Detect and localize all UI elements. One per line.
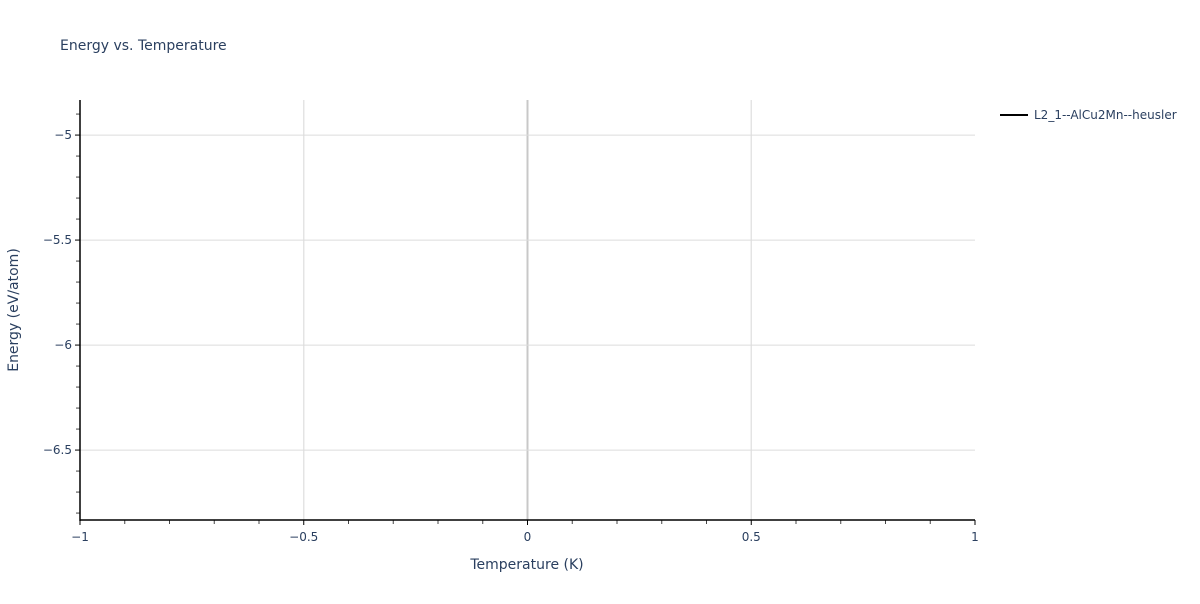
y-tick-label: −5 — [54, 128, 72, 142]
legend-item-label[interactable]: L2_1--AlCu2Mn--heusler — [1034, 108, 1177, 122]
x-tick-label: 0 — [524, 530, 532, 544]
chart-title: Energy vs. Temperature — [60, 38, 227, 54]
x-tick-label: 1 — [971, 530, 979, 544]
y-tick-label: −6.5 — [43, 443, 72, 457]
y-tick-label: −5.5 — [43, 233, 72, 247]
x-tick-label: −1 — [71, 530, 89, 544]
x-axis-label: Temperature (K) — [469, 557, 583, 573]
axes: −1 −0.5 0 0.5 1 −5 −5.5 −6 −6.5 — [43, 100, 979, 544]
legend[interactable]: L2_1--AlCu2Mn--heusler — [1000, 108, 1177, 122]
x-tick-label: −0.5 — [289, 530, 318, 544]
x-tick-label: 0.5 — [742, 530, 761, 544]
y-tick-label: −6 — [54, 338, 72, 352]
grid — [80, 100, 975, 520]
y-axis-label: Energy (eV/atom) — [6, 248, 22, 372]
